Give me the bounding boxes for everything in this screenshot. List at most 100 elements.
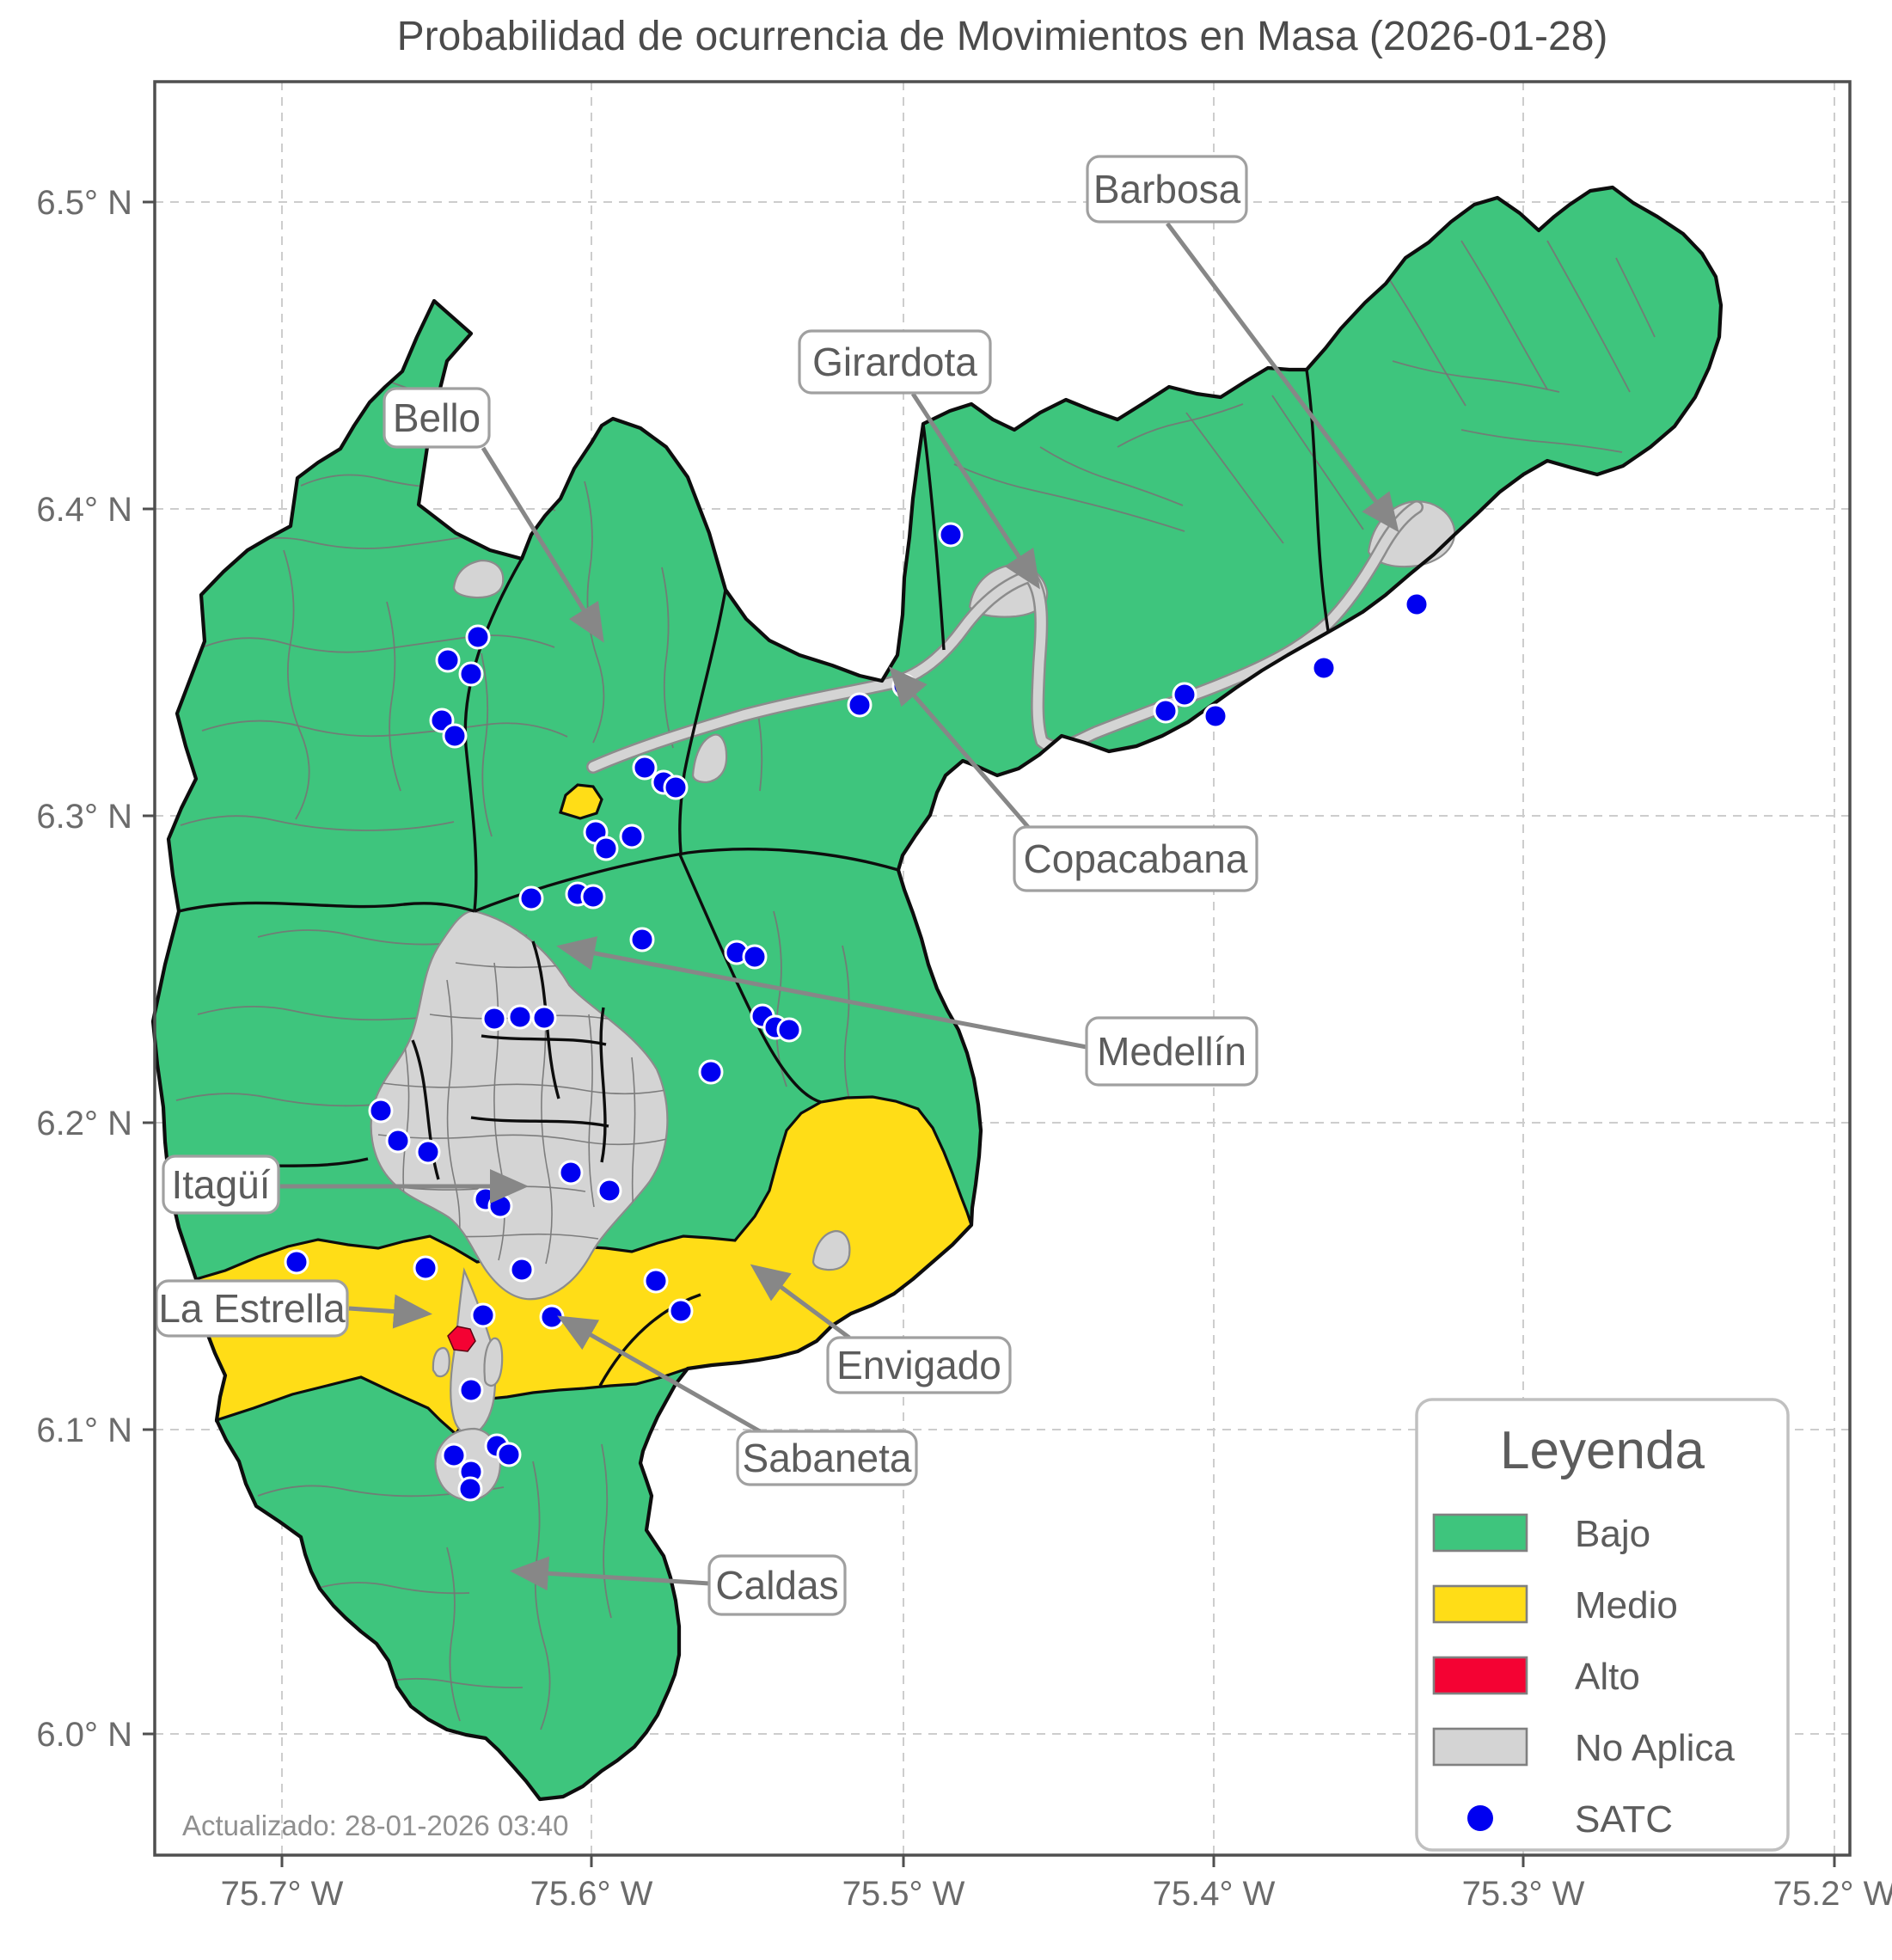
callout-label: Bello [393, 395, 481, 440]
municipal-boundary [474, 848, 899, 913]
callout-girardota: Girardota [798, 329, 1040, 590]
satc-station-dot [632, 755, 658, 781]
vereda-boundary [481, 652, 493, 837]
callout-arrow [510, 1556, 710, 1591]
satc-station-dot [507, 1004, 533, 1030]
legend-item-label: SATC [1575, 1798, 1673, 1841]
callout-label: Copacabana [1024, 836, 1248, 881]
callout-copacabana: Copacabana [889, 666, 1258, 892]
satc-station-dot [518, 885, 544, 911]
callout-box [707, 1554, 847, 1616]
legend-swatch-alto [1432, 1656, 1528, 1695]
satc-station-dot [481, 1006, 507, 1032]
satc-station-dot [487, 1193, 513, 1219]
satc-station-dot [619, 824, 645, 849]
callout-envigado: Envigado [750, 1264, 1012, 1394]
municipal-boundary [481, 1034, 607, 1046]
callout-caldas: Caldas [510, 1554, 847, 1616]
region-no-aplica [452, 559, 505, 599]
vereda-boundary [201, 720, 568, 738]
municipal-boundary [178, 901, 475, 913]
municipal-boundary [599, 1007, 607, 1163]
municipal-boundary [463, 558, 524, 912]
callout-box [155, 1279, 349, 1338]
y-tick-label: 6.5° N [36, 184, 132, 222]
region-no-aplica [691, 733, 728, 784]
satc-station-dot [776, 1017, 802, 1043]
satc-station-dot [938, 522, 964, 548]
callout-arrow [481, 446, 604, 643]
river-corridor [588, 502, 1422, 772]
callout-box [383, 387, 491, 449]
municipal-boundaries-layer [168, 369, 1331, 1387]
callout-box [826, 1336, 1012, 1394]
vereda-boundary [1039, 446, 1184, 506]
satc-station-dot [1203, 703, 1228, 729]
callout-label: La Estrella [158, 1286, 346, 1331]
callout-label: Barbosa [1093, 167, 1241, 211]
satc-station-dot [580, 884, 606, 910]
satc-station-dot [441, 1442, 467, 1468]
vereda-boundary [1460, 429, 1623, 453]
satc-station-dot [496, 1442, 522, 1467]
satc-station-dot [442, 723, 468, 749]
satc-station-dot [597, 1178, 622, 1204]
axes-layer: 75.7° W 75.6° W 75.5° W 75.4° W 75.3° W 75.2°… [36, 80, 1892, 1913]
callout-label: Sabaneta [743, 1436, 912, 1480]
satc-station-dot [668, 1298, 694, 1324]
satc-station-dot [368, 1098, 394, 1124]
satc-station-dot [847, 692, 873, 718]
x-tick-label: 75.6° W [530, 1875, 653, 1913]
region-medium-probability [559, 783, 603, 820]
vereda-boundary [283, 549, 310, 820]
urban-block-boundary [588, 1014, 595, 1208]
legend-item-label: Alto [1575, 1656, 1640, 1698]
callout-box [1086, 155, 1248, 224]
satc-station-dot [531, 1005, 557, 1031]
plot-frame [153, 80, 1852, 1857]
y-tick-label: 6.1° N [36, 1412, 132, 1449]
callout-arrow [556, 936, 1087, 1050]
legend-swatch-bajo [1432, 1513, 1528, 1553]
y-tick-label: 6.0° N [36, 1716, 132, 1754]
updated-timestamp: Actualizado: 28-01-2026 03:40 [182, 1810, 569, 1841]
callout-arrow [750, 1264, 851, 1340]
satc-station-dot [742, 944, 768, 970]
callout-box [736, 1430, 918, 1486]
satc-station-dot [457, 1476, 483, 1502]
satc-station-dot [629, 927, 655, 952]
legend-swatch-no-aplica [1432, 1727, 1528, 1767]
region-high-probability [447, 1326, 476, 1352]
callout-label: Caldas [715, 1563, 838, 1608]
satc-station-dot [415, 1139, 441, 1165]
chart-title: Probabilidad de ocurrencia de Movimiento… [397, 14, 1608, 59]
vereda-boundary [842, 945, 854, 1117]
legend-title: Leyenda [1500, 1421, 1705, 1480]
vereda-boundary [1392, 360, 1560, 393]
callout-itagui: Itagüí [162, 1155, 530, 1215]
callout-box [1085, 1016, 1258, 1087]
legend-dot-satc [1467, 1805, 1493, 1831]
municipal-boundary [922, 423, 946, 651]
region-outer-boundary [150, 185, 1724, 1802]
callout-arrow [557, 1315, 762, 1434]
y-tick-label: 6.2° N [36, 1105, 132, 1142]
region-no-aplica [811, 1229, 851, 1271]
callout-box [798, 329, 992, 395]
callout-arrow [348, 1294, 432, 1329]
satc-station-dot [465, 624, 491, 650]
callout-arrow [1166, 222, 1399, 533]
satc-station-dot [1172, 682, 1197, 707]
satc-station-dot [385, 1128, 411, 1154]
callout-label: Medellín [1097, 1029, 1246, 1074]
region-no-aplica [432, 1346, 450, 1378]
satc-station-dot [458, 1377, 484, 1403]
vereda-boundary [309, 1582, 470, 1595]
callout-la-estrella: La Estrella [155, 1279, 432, 1338]
callout-bello: Bello [383, 387, 604, 643]
x-tick-label: 75.5° W [842, 1875, 965, 1913]
callout-label: Girardota [812, 340, 977, 384]
vereda-boundary [446, 1547, 461, 1722]
callout-arrow [910, 392, 1040, 590]
